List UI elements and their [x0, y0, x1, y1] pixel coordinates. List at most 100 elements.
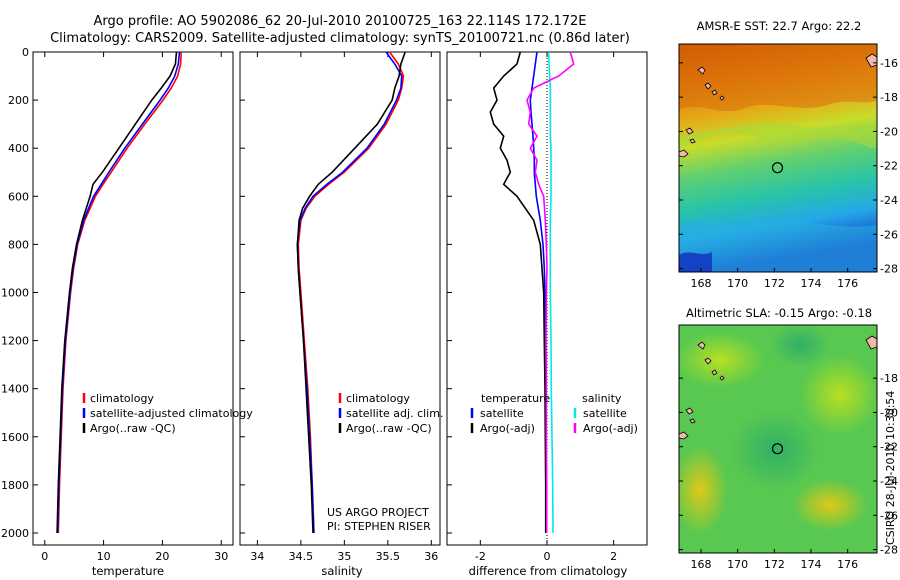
- legend-label: Argo(-adj): [480, 422, 535, 435]
- sla-high-4: [679, 445, 728, 535]
- map-y-tick-label: -26: [880, 228, 898, 241]
- salinity-lines: [296, 51, 406, 534]
- x-tick-label: 30: [214, 550, 228, 563]
- map-x-tick-label: 168: [691, 558, 712, 571]
- series-line-temperature-argo-adj-: [489, 51, 547, 533]
- pi-annotation: PI: STEPHEN RISER: [327, 520, 431, 533]
- salinity-ticks: 34 34.5 35 35.5 36: [240, 51, 438, 563]
- difference-xlabel: difference from climatology: [469, 564, 628, 578]
- sst-field: [679, 44, 877, 272]
- sst-cold-patch: [679, 252, 712, 272]
- y-tick-label: 0: [22, 46, 29, 59]
- map-x-tick-label: 176: [837, 277, 858, 290]
- sst-islands: [679, 53, 877, 158]
- sst-cool-band: [679, 219, 877, 272]
- map-y-tick-label: -22: [880, 160, 898, 173]
- series-line-climatology: [57, 51, 182, 534]
- x-tick-label: 34.5: [289, 550, 314, 563]
- map-x-tick-label: 170: [727, 558, 748, 571]
- x-tick-label: 20: [155, 550, 169, 563]
- series-line-satellite-adjusted-climatology: [56, 51, 181, 534]
- legend-header-salinity: salinity: [582, 392, 622, 405]
- map-y-tick-label: -26: [880, 509, 898, 522]
- sla-high-1: [679, 332, 765, 388]
- sst-map-title: AMSR-E SST: 22.7 Argo: 22.2: [697, 19, 862, 33]
- legend-label: satellite adj. clim.: [346, 407, 443, 420]
- temperature-panel: 0 10 20 30 0 200 400 600 800 1000 1200 1400 1600 1800…: [1, 46, 253, 578]
- map-x-tick-label: 176: [837, 558, 858, 571]
- salinity-axes-frame: [239, 51, 441, 546]
- sla-map-frame: [678, 324, 878, 554]
- sla-field: [679, 325, 877, 553]
- sla-low-1: [730, 410, 820, 490]
- x-tick-label: 0: [41, 550, 48, 563]
- difference-ticks: -2 0 2: [447, 51, 617, 563]
- x-tick-label: 34: [250, 550, 264, 563]
- y-tick-label: 1800: [1, 479, 29, 492]
- legend-label: climatology: [346, 392, 410, 405]
- difference-panel: -2 0 2 difference from climatology tempera…: [446, 51, 648, 578]
- figure-title-line1: Argo profile: AO 5902086_62 20-Jul-2010 …: [93, 14, 586, 29]
- sla-low-2: [770, 325, 830, 367]
- sla-islands: [679, 335, 877, 440]
- map-y-tick-label: -28: [880, 263, 898, 276]
- figure-title-line2: Climatology: CARS2009. Satellite-adjuste…: [50, 31, 630, 46]
- sla-map: Altimetric SLA: -0.15 Argo: -0.18 168 170…: [678, 306, 898, 571]
- x-tick-label: 10: [97, 550, 111, 563]
- y-tick-label: 600: [8, 190, 29, 203]
- map-y-tick-label: -18: [880, 91, 898, 104]
- y-tick-label: 400: [8, 142, 29, 155]
- temperature-ticks: 0 10 20 30 0 200 400 600 800 1000 1200 1400 1600 1800…: [1, 46, 228, 563]
- sla-float-marker: [771, 443, 784, 455]
- map-x-tick-label: 168: [691, 277, 712, 290]
- legend-header-temperature: temperature: [481, 392, 550, 405]
- map-y-tick-label: -18: [880, 372, 898, 385]
- legend-label: satellite-adjusted climatology: [90, 407, 253, 420]
- y-tick-label: 1400: [1, 383, 29, 396]
- y-tick-label: 1600: [1, 431, 29, 444]
- legend-label: Argo(-adj): [583, 422, 638, 435]
- temperature-legend: climatology satellite-adjusted climatolog…: [82, 392, 253, 435]
- map-x-tick-label: 172: [764, 277, 785, 290]
- x-tick-label: 35: [337, 550, 351, 563]
- x-tick-label: 0: [544, 550, 551, 563]
- legend-label: Argo(..raw -QC): [90, 422, 176, 435]
- map-y-tick-label: -22: [880, 441, 898, 454]
- csiro-timestamp: CSIRO 28-Jul-2010 10:30:54: [884, 391, 897, 545]
- temperature-axes-frame: [32, 51, 234, 546]
- salinity-legend: climatology satellite adj. clim. Argo(..ra…: [338, 392, 443, 435]
- map-y-tick-label: -24: [880, 194, 898, 207]
- x-tick-label: -2: [475, 550, 486, 563]
- sst-warm-band: [679, 44, 877, 112]
- legend-label: satellite: [480, 407, 524, 420]
- sst-map: AMSR-E SST: 22.7 Argo: 22.2 168 170 172 174…: [678, 19, 898, 290]
- difference-legend: temperature salinity satellite Argo(-adj) sa…: [470, 392, 638, 435]
- map-x-tick-label: 172: [764, 558, 785, 571]
- sst-map-frame: [678, 43, 878, 273]
- y-tick-label: 800: [8, 238, 29, 251]
- legend-label: Argo(..raw -QC): [346, 422, 432, 435]
- project-annotation: US ARGO PROJECT: [327, 506, 429, 519]
- sst-float-marker: [771, 162, 784, 174]
- y-tick-label: 2000: [1, 527, 29, 540]
- x-tick-label: 2: [610, 550, 617, 563]
- series-line-climatology: [297, 51, 405, 534]
- map-y-tick-label: -20: [880, 125, 898, 138]
- series-line-salinity-satellite: [547, 51, 554, 534]
- map-y-tick-label: -16: [880, 57, 898, 70]
- y-tick-label: 200: [8, 94, 29, 107]
- map-y-tick-label: -28: [880, 544, 898, 557]
- map-x-tick-label: 174: [801, 558, 822, 571]
- sla-high-2: [800, 355, 877, 435]
- series-line-argo-raw-qc-: [56, 51, 178, 534]
- map-x-tick-label: 174: [801, 277, 822, 290]
- sla-map-ticks: 168 170 172 174 176 -18 -20 -22 -24 -26 -28: [679, 372, 898, 571]
- map-x-tick-label: 170: [727, 277, 748, 290]
- series-line-argo-raw-qc-: [296, 51, 406, 534]
- sla-high-3: [792, 479, 868, 531]
- series-line-salinity-argo-adj-: [526, 51, 575, 533]
- sst-front: [679, 122, 877, 150]
- y-tick-label: 1200: [1, 335, 29, 348]
- salinity-xlabel: salinity: [321, 564, 362, 578]
